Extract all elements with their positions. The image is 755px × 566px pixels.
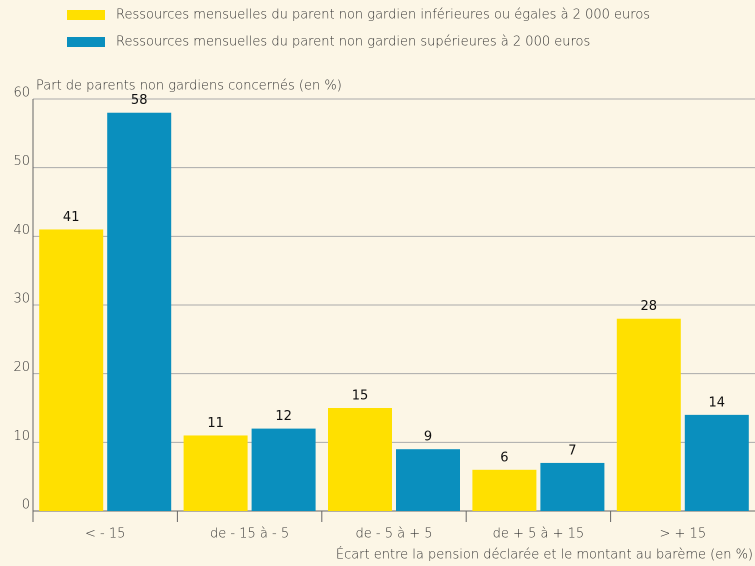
bar (540, 462, 605, 511)
y-tick-label: 20 (13, 360, 30, 375)
data-label: 7 (568, 443, 576, 458)
data-label: 9 (424, 430, 432, 445)
data-label: 28 (641, 299, 658, 314)
data-label: 14 (709, 395, 726, 410)
y-tick-label: 60 (13, 86, 30, 101)
bar (396, 449, 460, 511)
bar (183, 435, 248, 511)
x-tick-label: > + 15 (660, 527, 707, 542)
bar (328, 408, 392, 511)
bar (107, 112, 172, 511)
legend-swatch (67, 37, 105, 47)
bar (251, 428, 316, 511)
y-tick-label: 0 (22, 498, 30, 513)
y-tick-label: 40 (13, 223, 30, 238)
bar (472, 469, 537, 511)
y-tick-label: 10 (13, 429, 30, 444)
data-label: 58 (131, 93, 148, 108)
bar (39, 229, 104, 511)
x-axis-label: Écart entre la pension déclarée et le mo… (336, 547, 753, 563)
legend-label: Ressources mensuelles du parent non gard… (116, 35, 590, 50)
data-label: 15 (352, 389, 369, 404)
x-tick-label: de - 15 à - 5 (210, 527, 289, 542)
y-axis-label: Part de parents non gardiens concernés (… (36, 79, 342, 94)
data-label: 12 (275, 409, 292, 424)
legend-swatch (67, 10, 105, 20)
x-tick-label: de + 5 à + 15 (493, 527, 584, 542)
legend-label: Ressources mensuelles du parent non gard… (116, 8, 650, 23)
x-tick-label: de - 5 à + 5 (355, 527, 432, 542)
y-tick-label: 50 (13, 154, 30, 169)
bar (684, 414, 749, 511)
data-label: 6 (500, 450, 508, 465)
x-tick-label: < - 15 (85, 527, 125, 542)
y-tick-label: 30 (13, 292, 30, 307)
data-label: 41 (63, 210, 80, 225)
bar (616, 318, 681, 511)
data-label: 11 (207, 416, 224, 431)
